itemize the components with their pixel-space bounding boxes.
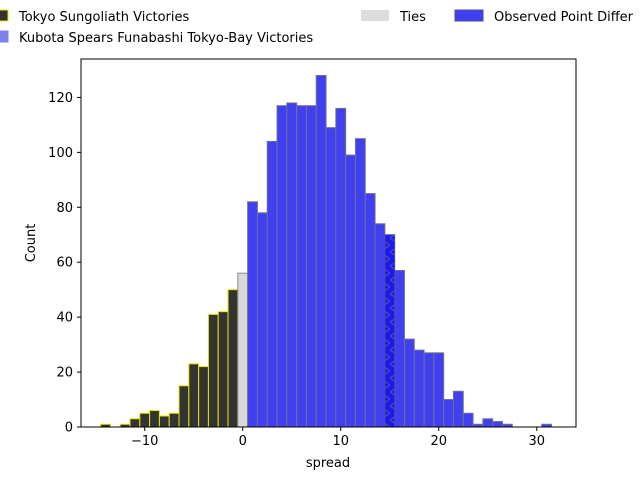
x-tick-label: 0	[239, 434, 247, 449]
legend-swatch-spears	[0, 30, 9, 43]
y-tick-label: 40	[56, 311, 73, 326]
histogram-bar	[443, 399, 454, 428]
x-axis-ticks: −10 0 10 20 30	[131, 427, 545, 449]
y-tick-label: 60	[56, 256, 73, 271]
histogram-bar	[364, 193, 376, 428]
legend-label-ties: Ties	[399, 10, 426, 25]
y-tick-label: 120	[48, 91, 73, 106]
histogram-bar	[247, 201, 258, 428]
histogram-bar	[198, 366, 209, 428]
y-tick-label: 100	[48, 146, 73, 161]
histogram-bar	[403, 338, 415, 428]
x-tick-label: 10	[332, 434, 349, 449]
x-tick-label: 20	[430, 434, 447, 449]
histogram-bar	[188, 363, 200, 428]
histogram-bar	[413, 349, 425, 428]
histogram-bar	[374, 223, 386, 428]
histogram-bar	[305, 105, 317, 428]
legend-swatch-observed	[454, 9, 484, 22]
histogram-bar	[492, 421, 503, 428]
legend-label-spears: Kubota Spears Funabashi Tokyo-Bay Victor…	[19, 31, 313, 46]
legend-swatch-sungoliath	[0, 9, 9, 22]
y-axis-title: Count	[24, 224, 39, 263]
histogram-bar	[335, 107, 347, 428]
histogram-bar	[433, 352, 445, 428]
legend-label-observed: Observed Point Differ	[494, 10, 634, 25]
x-tick-label: 30	[529, 434, 546, 449]
y-axis-ticks: 0 20 40 60 80 100 120	[48, 91, 81, 436]
y-tick-label: 20	[56, 366, 73, 381]
histogram-bar	[217, 311, 229, 428]
histogram-bar	[354, 138, 366, 428]
histogram-bar	[394, 269, 405, 428]
histogram-bar	[207, 313, 219, 428]
y-tick-label: 0	[65, 421, 73, 436]
histogram-bars	[100, 74, 552, 428]
histogram-bar	[178, 385, 190, 428]
histogram-bar	[168, 412, 180, 428]
histogram-bar	[315, 74, 327, 428]
histogram-bar	[139, 412, 151, 428]
histogram-bar	[482, 418, 494, 428]
plot-frame	[80, 58, 577, 428]
x-axis-title: spread	[306, 456, 350, 471]
histogram-bar	[227, 289, 239, 428]
histogram-bar	[158, 415, 170, 428]
histogram-bar	[345, 154, 356, 428]
y-tick-label: 80	[56, 201, 73, 216]
legend-swatch-ties	[361, 10, 389, 21]
histogram-bar	[286, 102, 298, 428]
histogram-bar	[237, 272, 249, 428]
histogram-bar	[296, 105, 307, 428]
histogram-bar	[452, 390, 464, 428]
histogram-bar	[129, 418, 141, 428]
histogram-bar	[149, 410, 160, 428]
histogram-bar	[276, 105, 288, 428]
histogram-bar-hatch	[384, 234, 395, 427]
legend-label-sungoliath: Tokyo Sungoliath Victories	[18, 10, 189, 25]
x-tick-label: −10	[131, 434, 158, 449]
legend: Tokyo Sungoliath Victories Kubota Spears…	[0, 9, 634, 46]
histogram-bar	[462, 412, 474, 428]
histogram-bar	[423, 352, 435, 428]
histogram-bar	[256, 212, 268, 428]
histogram-bar	[266, 140, 278, 428]
histogram-bar	[325, 127, 337, 428]
